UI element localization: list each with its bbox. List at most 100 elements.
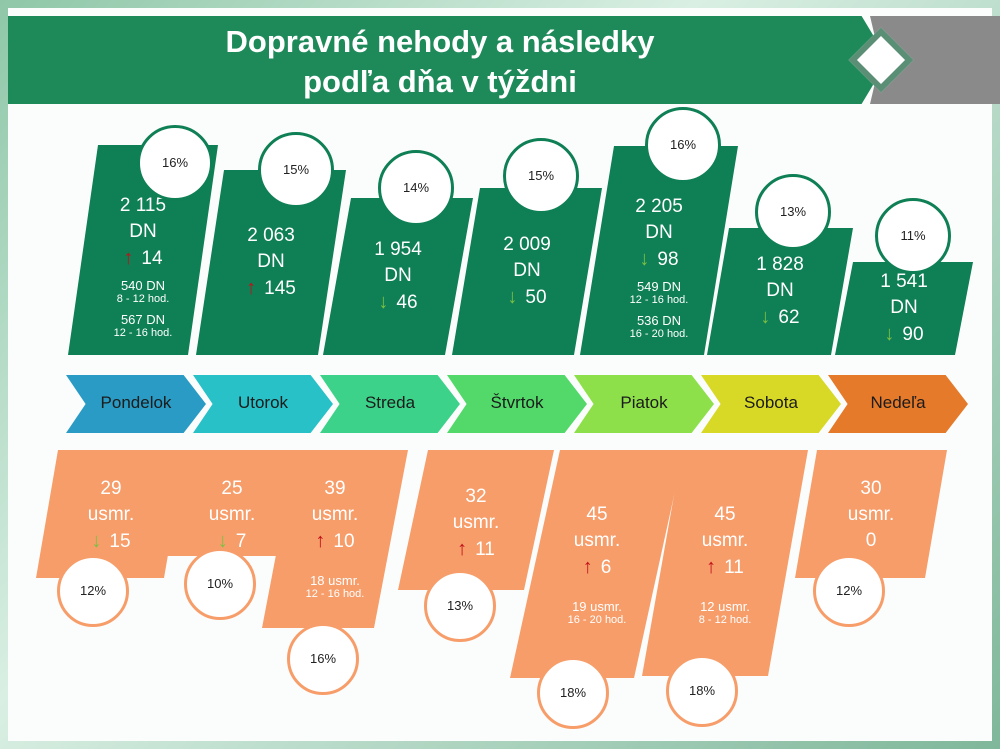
change-value: 7 bbox=[235, 531, 247, 552]
accidents-text: 2 009 DN ↓ 50 bbox=[458, 232, 596, 311]
accidents-share-badge: 16% bbox=[645, 107, 721, 183]
deaths-text: 32 usmr. ↑ 11 bbox=[406, 484, 546, 563]
accidents-change: ↑ 145 bbox=[202, 275, 340, 302]
change-value: 0 bbox=[865, 530, 877, 551]
peak-note-range: 12 - 16 hod. bbox=[113, 327, 173, 339]
day-chevron-4[interactable]: Štvrtok bbox=[447, 375, 587, 433]
peak-note-value: 18 usmr. bbox=[310, 573, 360, 588]
deaths-count: 29 bbox=[100, 478, 122, 499]
change-value: 145 bbox=[264, 277, 296, 299]
deaths-block bbox=[36, 450, 186, 578]
peak-note-value: 540 DN bbox=[120, 278, 166, 293]
day-chevron-2[interactable]: Utorok bbox=[193, 375, 333, 433]
deaths-unit: usmr. bbox=[701, 530, 749, 551]
accidents-block bbox=[196, 170, 346, 355]
accidents-text: 2 063 DN ↑ 145 bbox=[202, 223, 340, 302]
deaths-unit: usmr. bbox=[87, 504, 135, 525]
down-arrow-icon: ↓ bbox=[884, 322, 895, 345]
change-value: 90 bbox=[902, 323, 924, 345]
deaths-text: 25 usmr. ↓ 7 bbox=[170, 476, 294, 555]
up-arrow-icon: ↑ bbox=[123, 247, 134, 269]
deaths-count: 25 bbox=[221, 478, 243, 499]
down-arrow-icon: ↓ bbox=[760, 305, 771, 328]
accidents-block bbox=[452, 188, 602, 355]
day-chevron-3[interactable]: Streda bbox=[320, 375, 460, 433]
title-banner bbox=[8, 16, 888, 104]
accidents-unit: DN bbox=[766, 279, 794, 301]
peak-note-value: 549 DN bbox=[636, 279, 682, 294]
accidents-share-badge: 16% bbox=[137, 125, 213, 201]
change-value: 10 bbox=[333, 531, 355, 552]
deaths-count: 45 bbox=[586, 504, 608, 525]
accidents-change: ↓ 98 bbox=[586, 246, 732, 273]
day-chevron-1[interactable]: Pondelok bbox=[66, 375, 206, 433]
peak-note-value: 536 DN bbox=[636, 313, 682, 328]
deaths-share-badge: 18% bbox=[666, 655, 738, 727]
deaths-change: ↑ 11 bbox=[406, 536, 546, 563]
change-value: 15 bbox=[109, 531, 131, 552]
deaths-unit: usmr. bbox=[311, 504, 359, 525]
day-label: Utorok bbox=[237, 393, 289, 412]
accidents-block bbox=[323, 198, 473, 355]
accidents-count: 2 115 bbox=[119, 195, 167, 216]
deaths-text: 29 usmr. ↓ 15 bbox=[44, 476, 178, 555]
accidents-change: ↑ 14 bbox=[74, 245, 212, 272]
peak-note-range: 16 - 20 hod. bbox=[629, 328, 689, 340]
deaths-text: 39 usmr. ↑ 10 18 usmr. 12 - 16 hod. bbox=[270, 476, 400, 601]
day-label: Piatok bbox=[620, 393, 668, 412]
deaths-unit: usmr. bbox=[573, 530, 621, 551]
up-arrow-icon: ↑ bbox=[315, 530, 326, 552]
deaths-text: 45 usmr. ↑ 11 12 usmr. 8 - 12 hod. bbox=[650, 502, 800, 627]
day-chevron-7[interactable]: Nedeľa bbox=[828, 375, 968, 433]
deaths-count: 39 bbox=[324, 478, 346, 499]
peak-note-value: 12 usmr. bbox=[700, 599, 750, 614]
accidents-count: 1 541 bbox=[880, 270, 928, 292]
accidents-share-badge: 11% bbox=[875, 198, 951, 274]
peak-note-range: 12 - 16 hod. bbox=[629, 294, 689, 306]
deaths-text: 45 usmr. ↑ 6 19 usmr. 16 - 20 hod. bbox=[518, 502, 676, 627]
accidents-share-badge: 13% bbox=[755, 174, 831, 250]
accidents-count: 2 205 bbox=[635, 196, 683, 217]
deaths-share-badge: 16% bbox=[287, 623, 359, 695]
accidents-change: ↓ 50 bbox=[458, 284, 596, 311]
deaths-unit: usmr. bbox=[847, 504, 895, 525]
deaths-unit: usmr. bbox=[452, 512, 500, 533]
title-line-2: podľa dňa v týždni bbox=[303, 64, 577, 99]
up-arrow-icon: ↑ bbox=[457, 538, 468, 560]
deaths-unit: usmr. bbox=[208, 504, 256, 525]
deaths-count: 32 bbox=[465, 486, 487, 507]
day-chevron-5[interactable]: Piatok bbox=[574, 375, 714, 433]
deaths-text: 30 usmr. 0 bbox=[803, 476, 939, 554]
day-chevron-6[interactable]: Sobota bbox=[701, 375, 841, 433]
change-value: 46 bbox=[396, 291, 418, 313]
down-arrow-icon: ↓ bbox=[91, 530, 102, 552]
change-value: 50 bbox=[525, 286, 547, 308]
peak-note-value: 19 usmr. bbox=[572, 599, 622, 614]
accidents-unit: DN bbox=[890, 296, 918, 318]
peak-note-range: 16 - 20 hod. bbox=[567, 614, 627, 626]
accidents-block bbox=[707, 228, 853, 355]
day-label: Nedeľa bbox=[870, 393, 926, 412]
accidents-text: 1 954 DN ↓ 46 bbox=[329, 237, 467, 316]
change-value: 62 bbox=[778, 306, 800, 328]
peak-note-range: 8 - 12 hod. bbox=[116, 293, 170, 305]
change-value: 11 bbox=[475, 539, 495, 560]
accidents-share-badge: 15% bbox=[258, 132, 334, 208]
deaths-share-badge: 18% bbox=[537, 657, 609, 729]
change-value: 98 bbox=[657, 249, 679, 270]
deaths-share-badge: 10% bbox=[184, 548, 256, 620]
deaths-change: 0 bbox=[803, 528, 939, 554]
change-value: 14 bbox=[141, 248, 163, 269]
accidents-change: ↓ 90 bbox=[841, 321, 967, 348]
day-label: Streda bbox=[364, 393, 416, 412]
deaths-count: 30 bbox=[860, 478, 882, 499]
deaths-change: ↓ 15 bbox=[44, 528, 178, 555]
accidents-unit: DN bbox=[513, 259, 541, 281]
accidents-text: 2 115 DN ↑ 14 540 DN 8 - 12 hod. 567 DN 12 - 16… bbox=[74, 193, 212, 340]
peak-note-range: 12 - 16 hod. bbox=[305, 588, 365, 600]
down-arrow-icon: ↓ bbox=[217, 530, 228, 552]
deaths-change: ↓ 7 bbox=[170, 528, 294, 555]
deaths-share-badge: 13% bbox=[424, 570, 496, 642]
up-arrow-icon: ↑ bbox=[246, 276, 257, 299]
accidents-unit: DN bbox=[645, 222, 673, 243]
